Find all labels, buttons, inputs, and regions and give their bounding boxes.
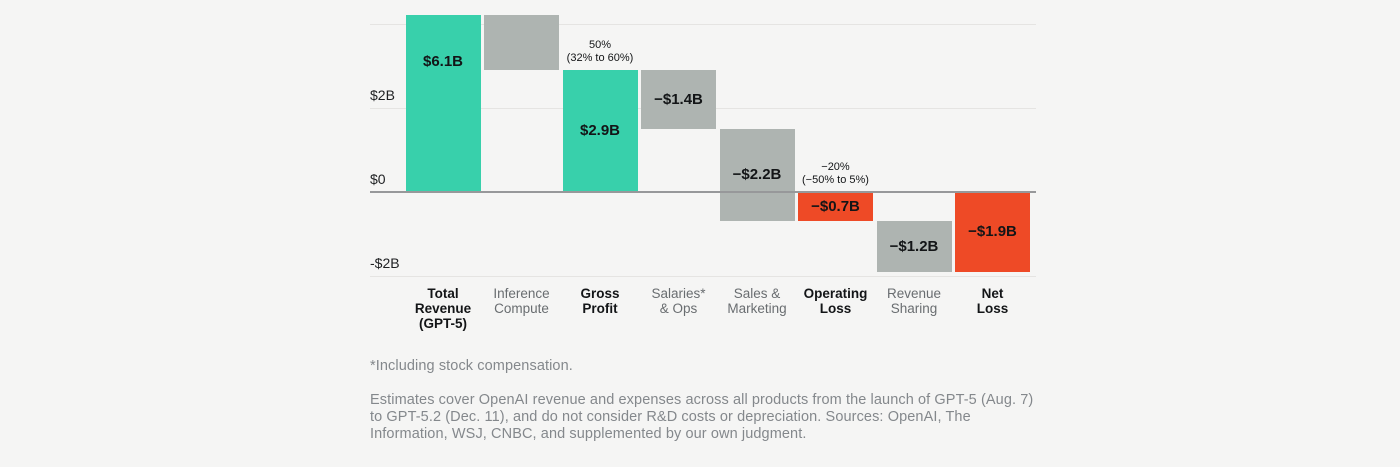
bar-operating-loss [798, 192, 873, 222]
zero-axis-line [370, 191, 1036, 193]
category-label-line: Revenue [886, 286, 942, 301]
annotation-line: (32% to 60%) [566, 52, 634, 65]
bar-inference-compute [484, 15, 559, 71]
category-label-line: Salaries* [651, 286, 706, 301]
x-axis-label-net-loss: Net Loss [938, 286, 1048, 316]
x-axis-label-inference-compute: Inference Compute [467, 286, 577, 316]
x-axis-label-gross-profit: Gross Profit [545, 286, 655, 316]
category-label-line: Loss [819, 301, 852, 316]
bar-range-annotation: −20% (−50% to 5%) [766, 161, 906, 187]
footnote-methodology-sources: Estimates cover OpenAI revenue and expen… [370, 392, 1034, 442]
category-label-line: Revenue [414, 301, 472, 316]
waterfall-chart: $2B $0 -$2B $6.1B Total Revenue (GPT-5) Inferen… [370, 15, 1048, 331]
bar-value-label: −$2.2B [732, 166, 782, 184]
bar-value-label: $2.9B [579, 122, 621, 140]
bar-range-annotation: 50% (32% to 60%) [530, 39, 670, 65]
y-axis-tick-label: -$2B [370, 255, 400, 271]
x-axis-label-revenue-sharing: Revenue Sharing [859, 286, 969, 316]
chart-footnotes: *Including stock compensation. Estimates… [370, 358, 1046, 443]
bar-salaries-ops [641, 70, 716, 129]
x-axis-label-salaries-ops: Salaries* & Ops [624, 286, 734, 316]
category-label-line: & Ops [659, 301, 698, 316]
bar-revenue-sharing [876, 221, 952, 272]
y-axis-tick-label: $2B [370, 87, 395, 103]
bar-value-label: $6.1B [422, 53, 464, 70]
category-label-line: Sales & [733, 286, 781, 301]
bar-value-label: −$1.9B [968, 222, 1017, 240]
x-axis-label-operating-loss: Operating Loss [781, 286, 891, 316]
bar-gross-profit [562, 70, 638, 192]
category-label-line: Sharing [890, 301, 938, 316]
category-label-line: Total [427, 286, 459, 301]
category-label-line: Loss [976, 301, 1009, 316]
y-axis-tick-label: $0 [370, 171, 386, 187]
category-label-line: Compute [494, 301, 549, 316]
category-label-line: Operating [803, 286, 868, 301]
bar-value-label: −$0.7B [811, 197, 860, 215]
gridline [370, 276, 1036, 277]
annotation-line: 50% [588, 39, 612, 52]
x-axis-label-sales-marketing: Sales & Marketing [702, 286, 812, 316]
footnote-stock-compensation: *Including stock compensation. [370, 358, 573, 374]
category-label-line: Net [981, 286, 1004, 301]
bar-net-loss [955, 192, 1030, 272]
bar-total-revenue-gpt-5 [405, 15, 481, 192]
category-label-line: Inference [493, 286, 550, 301]
gridline [370, 24, 1036, 25]
bar-value-label: −$1.2B [889, 237, 939, 255]
category-label-line: Gross [580, 286, 620, 301]
annotation-line: −20% [821, 161, 850, 173]
bar-value-label: −$1.4B [654, 90, 703, 108]
category-label-line: (GPT-5) [418, 316, 467, 331]
bar-sales-marketing [719, 129, 795, 222]
x-axis-label-total-revenue-gpt-5: Total Revenue (GPT-5) [388, 286, 498, 331]
annotation-line: (−50% to 5%) [802, 174, 869, 186]
category-label-line: Profit [582, 301, 618, 316]
category-label-line: Marketing [727, 301, 787, 316]
